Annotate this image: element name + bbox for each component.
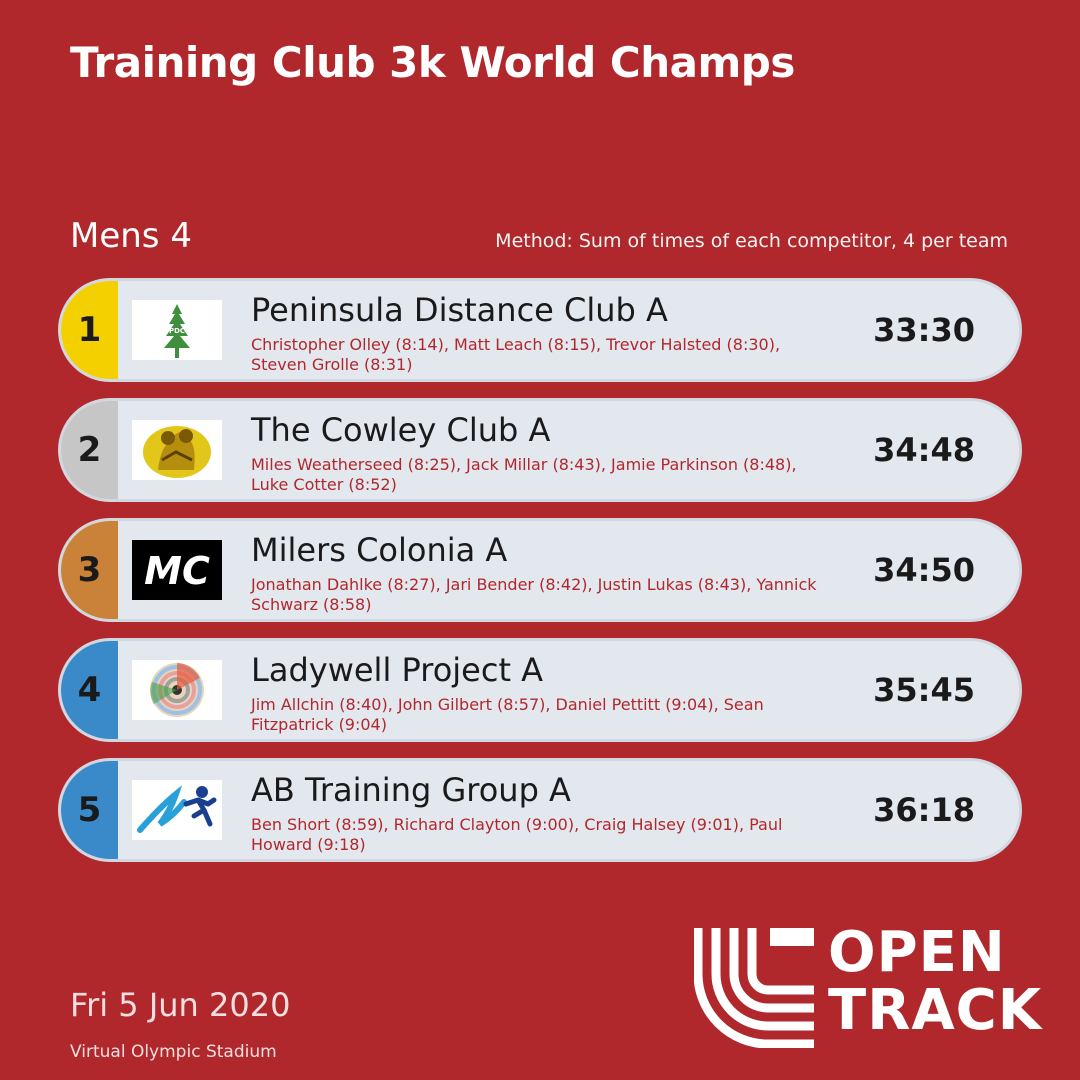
rank-number: 4 [77, 670, 102, 710]
team-athletes: Jonathan Dahlke (8:27), Jari Bender (8:4… [251, 575, 817, 614]
color-disc-icon [150, 663, 204, 717]
pine-tree-icon: PDC [164, 304, 190, 358]
team-athletes: Ben Short (8:59), Richard Clayton (9:00)… [251, 815, 783, 854]
rank-badge: 5 [61, 761, 118, 859]
mc-wordmark-icon: MC [144, 549, 210, 593]
club-logo [132, 660, 222, 720]
brand-line-track: TRACK [828, 978, 1043, 1043]
team-name: Ladywell Project A [251, 651, 544, 689]
rank-badge: 1 [61, 281, 118, 379]
event-venue: Virtual Olympic Stadium [70, 1042, 277, 1062]
page-title: Training Club 3k World Champs [70, 38, 795, 87]
result-row: 5 AB Training Group A Ben Short (8:59), … [58, 758, 1022, 862]
category-label: Mens 4 [70, 216, 192, 256]
team-athletes: Jim Allchin (8:40), John Gilbert (8:57),… [251, 695, 764, 734]
result-row: 3 MC Milers Colonia A Jonathan Dahlke (8… [58, 518, 1022, 622]
club-logo: MC [132, 540, 222, 600]
logo-text: MC [144, 549, 210, 593]
team-time: 34:48 [873, 431, 975, 469]
club-logo: PDC [132, 300, 222, 360]
team-time: 35:45 [873, 671, 975, 709]
method-note: Method: Sum of times of each competitor,… [495, 230, 1008, 252]
rank-number: 2 [77, 430, 102, 470]
team-time: 36:18 [873, 791, 975, 829]
brand-line-open: OPEN [828, 920, 1006, 985]
result-row: 1 PDC Peninsula Distance Club A Christop… [58, 278, 1022, 382]
runner-icon [137, 785, 217, 833]
logo-text: PDC [169, 327, 185, 335]
team-time: 34:50 [873, 551, 975, 589]
result-row: 2 The Cowley Club A Miles Weatherseed (8… [58, 398, 1022, 502]
rank-number: 1 [77, 310, 102, 350]
rank-badge: 3 [61, 521, 118, 619]
club-logo [132, 420, 222, 480]
result-row: 4 Ladywell Project A Jim Allchin (8:40),… [58, 638, 1022, 742]
team-name: Peninsula Distance Club A [251, 291, 668, 329]
rank-badge: 4 [61, 641, 118, 739]
team-name: The Cowley Club A [251, 411, 551, 449]
rank-number: 3 [77, 550, 102, 590]
team-time: 33:30 [873, 311, 975, 349]
yellow-figure-icon [143, 426, 211, 478]
team-athletes: Christopher Olley (8:14), Matt Leach (8:… [251, 335, 781, 374]
team-name: Milers Colonia A [251, 531, 508, 569]
team-athletes: Miles Weatherseed (8:25), Jack Millar (8… [251, 455, 797, 494]
rank-badge: 2 [61, 401, 118, 499]
track-lanes-icon [694, 928, 814, 1048]
club-logo [132, 780, 222, 840]
opentrack-logo: OPEN TRACK [694, 924, 1054, 1048]
rank-number: 5 [77, 790, 102, 830]
brand-wordmark: OPEN TRACK [828, 924, 1042, 1040]
results-list: 1 PDC Peninsula Distance Club A Christop… [58, 278, 1022, 878]
team-name: AB Training Group A [251, 771, 571, 809]
event-date: Fri 5 Jun 2020 [70, 986, 291, 1024]
